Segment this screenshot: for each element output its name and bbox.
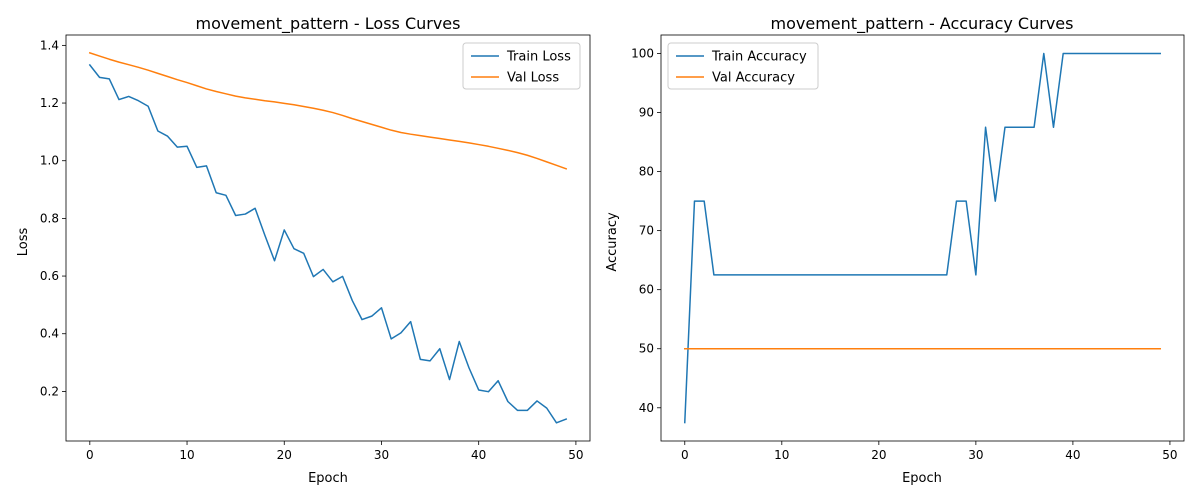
accuracy-chart-y-tick-label-3: 70 — [639, 224, 654, 238]
loss-chart-series-line-0 — [88, 63, 568, 424]
loss-chart-y-tick-label-3: 0.8 — [40, 211, 59, 225]
accuracy-chart-legend-label-1: Val Accuracy — [712, 71, 795, 86]
accuracy-chart-x-tick-label-4: 40 — [1065, 448, 1080, 462]
loss-chart-legend-label-0: Train Loss — [506, 50, 571, 65]
loss-chart-y-tick-label-4: 1.0 — [40, 154, 59, 168]
accuracy-chart-x-tick-label-0: 0 — [681, 448, 689, 462]
accuracy-chart-x-tick-label-2: 20 — [871, 448, 886, 462]
accuracy-chart-y-tick-label-1: 50 — [639, 342, 654, 356]
accuracy-chart-legend-label-0: Train Accuracy — [711, 50, 807, 65]
loss-chart-axes-frame — [65, 34, 591, 442]
accuracy-chart-y-tick-label-0: 40 — [639, 401, 654, 415]
accuracy-chart-series-line-0 — [683, 52, 1161, 424]
loss-chart-y-tick-label-2: 0.6 — [40, 269, 59, 283]
loss-chart-x-tick-label-2: 20 — [277, 448, 292, 462]
loss-chart-y-tick-label-1: 0.4 — [40, 327, 59, 341]
loss-chart-x-tick-label-3: 30 — [374, 448, 389, 462]
loss-chart-xlabel: Epoch — [308, 471, 348, 486]
loss-chart-y-tick-label-5: 1.2 — [40, 96, 59, 110]
accuracy-chart: movement_pattern - Accuracy Curves Epoch… — [605, 14, 1185, 486]
loss-chart-ylabel: Loss — [16, 228, 31, 257]
accuracy-chart-x-tick-label-1: 10 — [774, 448, 789, 462]
accuracy-chart-x-tick-label-3: 30 — [968, 448, 983, 462]
loss-chart-x-tick-label-0: 0 — [86, 448, 94, 462]
accuracy-chart-axes-frame — [660, 34, 1185, 442]
loss-chart-legend-label-1: Val Loss — [507, 71, 559, 86]
loss-chart-series-line-1 — [88, 51, 568, 170]
loss-chart-x-tick-label-4: 40 — [471, 448, 486, 462]
loss-chart: movement_pattern - Loss Curves Epoch Los… — [16, 14, 591, 486]
loss-chart-x-tick-label-1: 10 — [179, 448, 194, 462]
accuracy-chart-legend — [667, 42, 819, 90]
accuracy-chart-y-tick-label-6: 100 — [631, 46, 654, 60]
accuracy-chart-xlabel: Epoch — [902, 471, 942, 486]
accuracy-chart-y-tick-label-5: 90 — [639, 106, 654, 120]
accuracy-chart-y-tick-label-4: 80 — [639, 165, 654, 179]
accuracy-chart-y-tick-label-2: 60 — [639, 283, 654, 297]
accuracy-chart-ylabel: Accuracy — [605, 212, 620, 272]
loss-chart-y-tick-label-0: 0.2 — [40, 384, 59, 398]
loss-chart-x-tick-label-5: 50 — [568, 448, 583, 462]
loss-chart-title: movement_pattern - Loss Curves — [196, 14, 461, 34]
accuracy-chart-title: movement_pattern - Accuracy Curves — [771, 14, 1074, 34]
loss-chart-y-tick-label-6: 1.4 — [40, 38, 59, 52]
accuracy-chart-x-tick-label-5: 50 — [1162, 448, 1177, 462]
